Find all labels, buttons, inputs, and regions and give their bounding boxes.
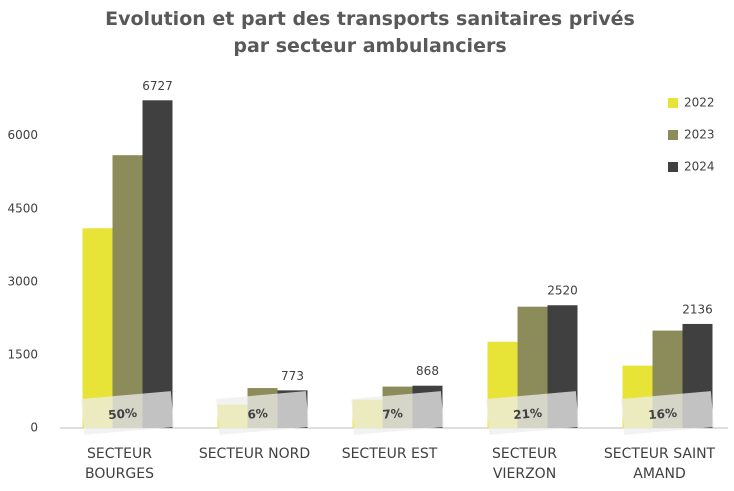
legend-label: 2022 — [684, 96, 715, 110]
y-tick-label: 0 — [30, 421, 38, 435]
legend-label: 2024 — [684, 160, 715, 174]
share-label: 6% — [247, 406, 269, 422]
bar — [82, 228, 113, 428]
bar — [142, 100, 173, 428]
bar — [112, 155, 143, 428]
value-label: 2520 — [547, 284, 578, 298]
x-tick-label: SECTEUR EST — [341, 446, 438, 462]
share-label: 50% — [108, 406, 138, 422]
value-label: 2136 — [682, 302, 713, 316]
x-tick-label: SECTEUR NORD — [198, 446, 311, 462]
y-tick-label: 6000 — [7, 128, 38, 142]
value-label: 868 — [416, 364, 439, 378]
share-box: 16% — [621, 391, 714, 435]
legend-swatch — [668, 162, 678, 172]
share-label: 7% — [382, 406, 404, 422]
value-label: 773 — [281, 369, 304, 383]
share-bg — [486, 391, 579, 435]
y-tick-label: 1500 — [7, 347, 38, 361]
legend-label: 2023 — [684, 128, 715, 142]
share-bg — [216, 391, 309, 435]
legend-swatch — [668, 130, 678, 140]
share-label: 21% — [513, 406, 543, 422]
chart-title: Evolution et part des transports sanitai… — [105, 8, 635, 57]
share-bg — [621, 391, 714, 435]
share-box: 50% — [81, 391, 174, 435]
y-tick-label: 3000 — [7, 274, 38, 288]
share-box: 7% — [351, 391, 444, 435]
legend-swatch — [668, 98, 678, 108]
y-tick-label: 4500 — [7, 201, 38, 215]
x-tick-label: SECTEUR VIERZON — [492, 446, 557, 482]
x-tick-label: SECTEUR SAINT AMAND — [603, 446, 716, 482]
share-box: 21% — [486, 391, 579, 435]
share-box: 6% — [216, 391, 309, 435]
share-bg — [81, 391, 174, 435]
share-bg — [351, 391, 444, 435]
value-label: 6727 — [142, 79, 173, 93]
x-tick-label: SECTEUR BOURGES — [85, 446, 154, 482]
share-label: 16% — [648, 406, 678, 422]
